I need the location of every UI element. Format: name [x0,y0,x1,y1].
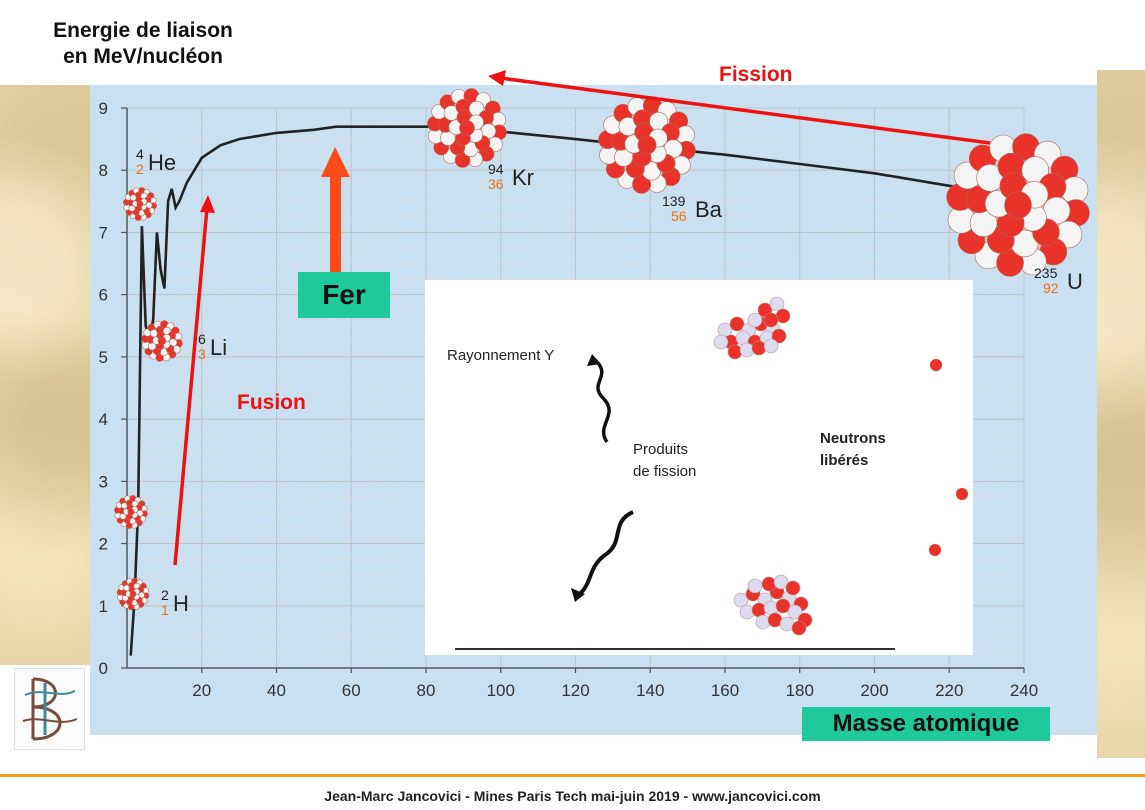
isotope-u-z: 92 [1043,280,1059,296]
fragment-arrow-wave-icon [575,510,634,598]
isotope-he-mass: 4 [136,146,144,162]
isotope-ba-symbol: Ba [695,197,722,222]
uranium-nucleus-icon [946,133,1090,277]
isotope-kr-symbol: Kr [512,165,534,190]
x-tick-label: 200 [860,681,888,700]
y-tick-label: 0 [99,659,108,678]
fusion-arrow-head-icon [200,195,215,213]
fission-diagram-graphics [455,296,968,650]
footer-credit: Jean-Marc Jancovici - Mines Paris Tech m… [324,788,821,804]
x-tick-label: 20 [192,681,211,700]
gamma-arrow-head-icon [587,354,601,366]
fragment-arrow-head-icon [571,588,585,602]
fer-label: Fer [298,272,390,318]
isotope-kr-z: 36 [488,176,504,192]
fission-products-line1: Produits [633,441,689,458]
released-neutrons-line1: Neutrons [820,430,886,447]
released-neutrons-line2: libérés [820,452,869,469]
fission-diagram-inset: Rayonnement Y Produits de fission Neutro… [425,280,973,655]
isotope-he-symbol: He [148,150,177,175]
parchment-background-right [1097,70,1145,758]
isotope-he-z: 2 [136,161,144,177]
fission-arrow-head-icon [488,70,506,86]
gamma-ray-wave-icon [593,358,611,444]
x-tick-label: 80 [417,681,436,700]
fer-arrow-head-icon [321,147,350,177]
y-tick-label: 6 [99,286,108,305]
isotope-u-mass: 235 [1034,265,1058,281]
fusion-label: Fusion [237,391,306,414]
isotope-li-z: 3 [198,346,206,362]
isotope-kr-mass: 94 [488,161,504,177]
fer-arrow-shaft [330,175,341,275]
fission-fragments [713,296,813,636]
y-axis-label: Energie de liaison en MeV/nucléon [18,18,268,70]
nuclei-illustrations [114,88,1090,611]
neutron-icon [929,544,941,556]
gamma-radiation-label: Rayonnement Y [447,347,555,364]
footer-divider [0,774,1145,777]
isotope-li-mass: 6 [198,331,206,347]
krypton-nucleus-icon [427,88,507,168]
y-tick-label: 2 [99,535,108,554]
x-tick-label: 180 [786,681,814,700]
fission-fragment-upper-icon [713,296,791,360]
released-neutrons-label: Neutrons libérés [820,428,886,472]
y-tick-label: 4 [99,410,108,429]
fusion-arrow [173,207,209,566]
x-tick-label: 120 [561,681,589,700]
helium3-nucleus-icon [114,495,148,529]
tick-labels: 20 40 60 80 100 120 140 160 180 200 220 24001234567… [99,99,1039,700]
deuterium-nucleus-icon [116,577,150,611]
barium-nucleus-icon [598,96,696,194]
y-tick-label: 7 [99,223,108,242]
x-tick-label: 60 [342,681,361,700]
isotope-u-symbol: U [1067,269,1083,294]
x-axis-label: Masse atomique [802,707,1050,741]
isotope-h-symbol: H [173,591,189,616]
y-axis-label-line2: en MeV/nucléon [63,45,223,68]
isotope-ba-mass: 139 [662,193,686,209]
y-tick-label: 9 [99,99,108,118]
helium-nucleus-icon [123,187,157,221]
y-tick-label: 8 [99,161,108,180]
y-axis-label-line1: Energie de liaison [53,19,233,42]
y-tick-label: 3 [99,472,108,491]
monogram-logo-icon [22,677,78,741]
annotation-arrows [173,70,991,566]
isotope-h-mass: 2 [161,587,169,603]
x-tick-label: 220 [935,681,963,700]
neutron-icon [956,488,968,500]
x-tick-label: 160 [711,681,739,700]
fission-fragment-lower-icon [733,574,813,636]
isotope-ba-z: 56 [671,208,687,224]
fission-products-line2: de fission [633,463,697,480]
x-tick-label: 240 [1010,681,1038,700]
y-tick-label: 1 [99,597,108,616]
fission-products-label: Produits de fission [633,439,696,483]
x-tick-label: 40 [267,681,286,700]
x-tick-label: 140 [636,681,664,700]
logo [14,668,85,750]
fission-arrow [499,76,991,145]
fission-label: Fission [719,63,793,86]
lithium-nucleus-icon [141,320,183,362]
isotope-h-z: 1 [161,602,169,618]
x-tick-label: 100 [487,681,515,700]
parchment-background-left [0,85,90,665]
isotope-li-symbol: Li [210,335,228,360]
y-tick-label: 5 [99,348,108,367]
neutron-icon [930,359,942,371]
